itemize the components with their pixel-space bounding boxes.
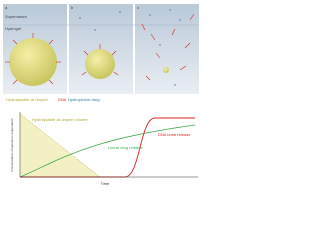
drug-particles [79,9,181,86]
x-axis-label: Time [101,181,111,186]
dna-strands [5,13,195,85]
region-label: Supernatant [5,14,28,19]
legend-item: Hydrophobic drug [68,97,100,102]
curve-label: Linear drug release [108,145,143,150]
drug-curve [19,124,196,178]
y-axis-label: Concentration of species in supernatant [10,118,14,171]
panel-b [69,4,133,94]
oil-droplet [9,38,57,86]
oil-droplet [85,49,115,79]
curve-label: Hydrolysable oil droplet volume [32,117,88,122]
panel-label: c [137,5,139,10]
legend: Hydrolysable oil droplet DNA Hydrophobic… [6,97,100,102]
dna-curve [20,117,195,178]
curve-label: DNA burst release [158,132,191,137]
panel-label: b [71,5,74,10]
oil-volume-curve [19,113,101,178]
legend-item: DNA [58,97,67,102]
legend-item: Hydrolysable oil droplet [6,97,48,102]
panels: a b c Supernatant Hydrogel [3,4,199,94]
oil-droplet [163,67,169,73]
panel-c [135,4,199,94]
figure: a b c Supernatant Hydrogel Hydrolysable … [3,4,199,186]
plot: Concentration of species in supernatant … [10,112,198,186]
panel-label: a [5,5,8,10]
region-label: Hydrogel [5,26,21,31]
